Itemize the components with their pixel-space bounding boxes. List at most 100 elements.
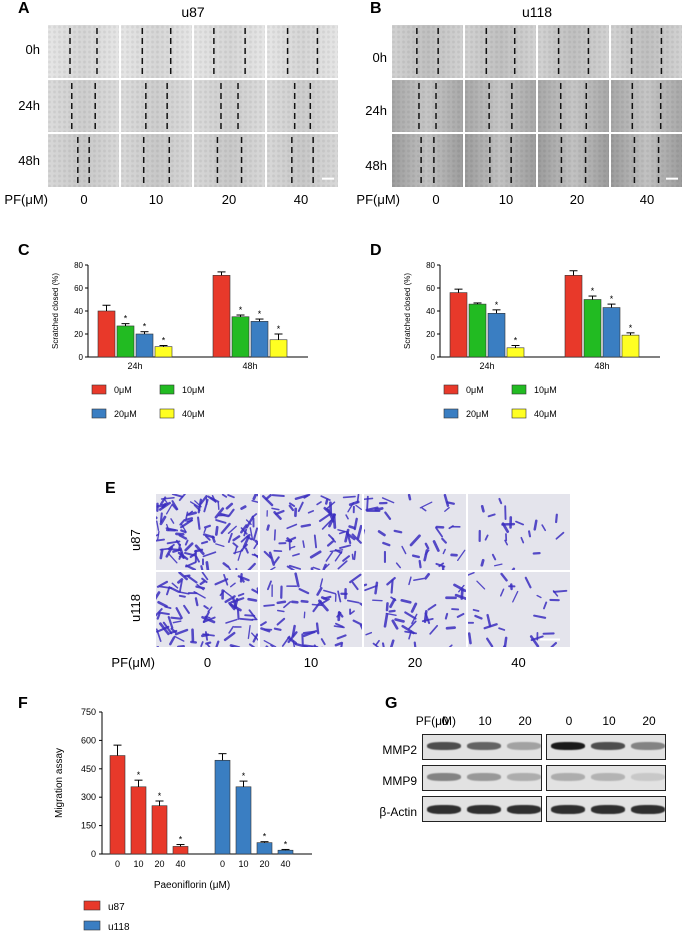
cell (157, 600, 168, 608)
y-tick-label: 40 (74, 307, 83, 316)
legend-label: u87 (108, 902, 125, 913)
blot-band (631, 805, 665, 814)
bar (449, 292, 468, 358)
dose-label: 20 (221, 192, 237, 207)
y-tick-label: 300 (81, 792, 96, 802)
cell (158, 621, 170, 635)
cell (202, 551, 217, 558)
cell (411, 613, 418, 624)
cell (423, 549, 429, 562)
cell (364, 584, 378, 591)
row-label: 48h (18, 153, 40, 168)
x-tick-label: 20 (259, 859, 269, 869)
dose-label: 20 (569, 192, 585, 207)
scratch-lines (213, 28, 246, 75)
bar (135, 333, 154, 358)
cell (201, 615, 216, 623)
cell (520, 536, 525, 544)
panel-a-title: u87 (181, 4, 205, 20)
cell (454, 593, 466, 600)
cell (220, 522, 231, 535)
cell (200, 540, 209, 545)
micrograph (611, 25, 682, 78)
legend-swatch (83, 920, 101, 931)
significance-mark: * (124, 314, 128, 324)
transwell-micrograph (468, 494, 570, 570)
significance-mark: * (239, 305, 243, 315)
cell (184, 511, 189, 522)
cell (260, 626, 271, 632)
cell (555, 513, 558, 524)
wb-dose-label: 10 (478, 714, 492, 728)
cell (276, 617, 286, 626)
cell (338, 530, 346, 535)
cell (271, 507, 280, 511)
cell (342, 555, 350, 562)
y-tick-label: 20 (426, 330, 435, 339)
panel-label-c: C (18, 242, 30, 259)
cell (277, 609, 285, 612)
cell (288, 564, 302, 570)
cell (429, 624, 438, 635)
cell (302, 630, 316, 634)
cell (294, 571, 300, 587)
cell (351, 553, 354, 560)
bar (231, 316, 250, 358)
cell (441, 565, 445, 570)
cell (253, 553, 258, 559)
cell (236, 608, 240, 620)
cell (254, 539, 258, 545)
legend-swatch (511, 408, 527, 419)
cell (202, 533, 215, 539)
cell (503, 636, 508, 647)
x-tick-label: 48h (594, 361, 609, 371)
cell (313, 643, 318, 647)
cell (240, 505, 247, 510)
dose-label: 10 (303, 655, 319, 670)
significance-mark: * (143, 322, 147, 332)
cell (228, 601, 236, 610)
cell (407, 620, 417, 630)
legend-swatch (91, 384, 107, 395)
blot-band (427, 742, 461, 750)
wb-dose-label: 0 (565, 714, 573, 728)
cell (171, 500, 179, 511)
cell (349, 573, 362, 583)
cell (393, 529, 403, 534)
cell (294, 642, 309, 647)
panel-label-e: E (105, 480, 116, 497)
cell (291, 624, 296, 637)
cell (352, 619, 362, 626)
cell (468, 631, 472, 644)
cell (156, 533, 159, 537)
panel-label-g: G (385, 695, 398, 712)
cell (364, 583, 368, 587)
cell (365, 506, 379, 512)
legend-label: u118 (108, 922, 130, 931)
cell (251, 588, 258, 594)
cell (225, 618, 238, 624)
cell (162, 621, 173, 634)
legend-label: 40μM (182, 409, 205, 419)
scratch-lines (69, 28, 98, 75)
x-tick-label: 24h (479, 361, 494, 371)
cell (381, 497, 395, 504)
cell (158, 611, 170, 615)
legend-label: 20μM (466, 409, 489, 419)
significance-mark: * (495, 300, 499, 310)
cell (223, 590, 232, 597)
scratch-lines (141, 28, 172, 75)
cell (201, 577, 208, 583)
cell (504, 539, 508, 546)
cell (474, 614, 483, 620)
cell (336, 633, 347, 639)
cell (227, 494, 235, 499)
transwell-micrograph (260, 494, 362, 570)
cell (247, 562, 256, 570)
scratch-lines (631, 82, 662, 130)
x-tick-label: 0 (220, 859, 225, 869)
scratch-lines (557, 28, 590, 75)
cell (205, 561, 210, 570)
cell (180, 529, 187, 534)
x-tick-label: 0 (115, 859, 120, 869)
